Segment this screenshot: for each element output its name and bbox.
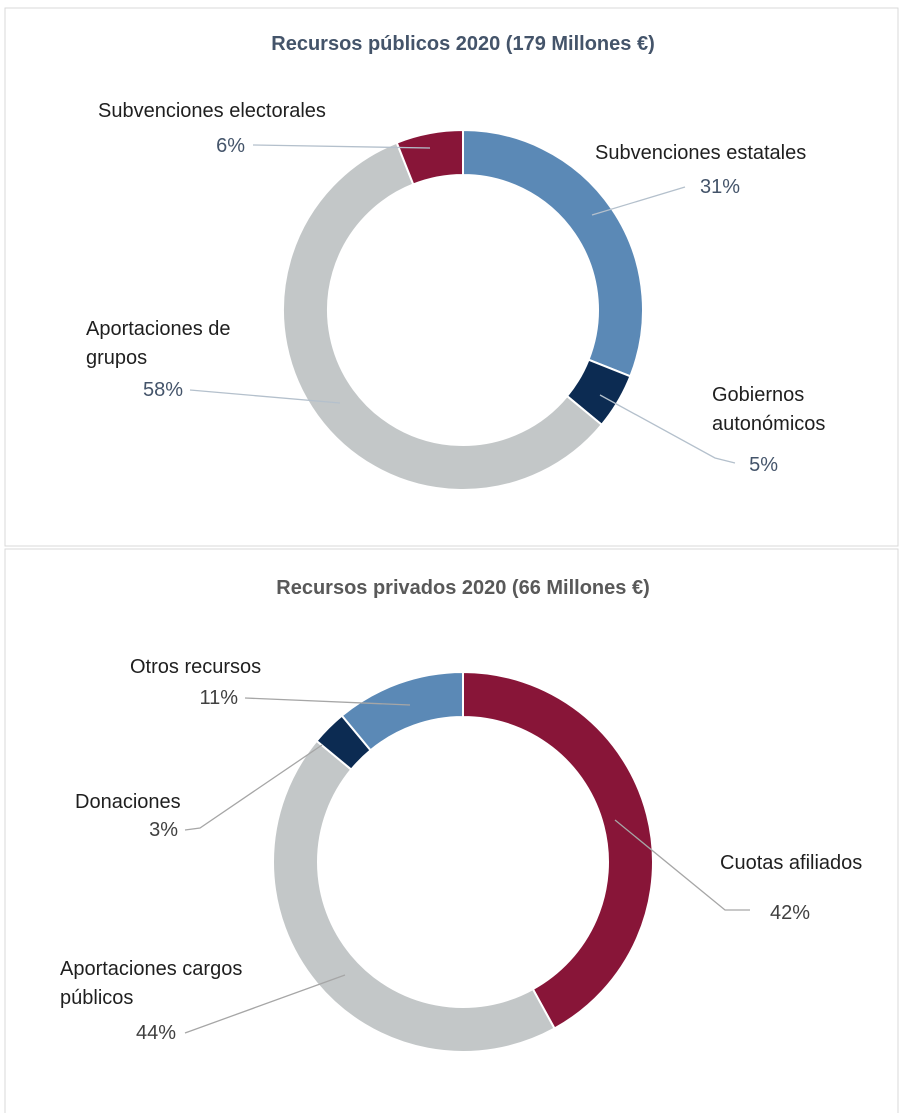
category-label: Aportaciones de grupos [86, 318, 231, 369]
donut-segment [395, 128, 464, 186]
value-label: 58% [142, 379, 183, 401]
value-label: 42% [769, 902, 810, 924]
category-label: Gobiernos autonómicos [712, 384, 826, 435]
leader-line [184, 744, 323, 831]
category-label: Otros recursos [130, 656, 262, 678]
value-label: 11% [199, 687, 238, 709]
value-label: 3% [149, 819, 178, 841]
category-label: Cuotas afiliados [720, 852, 863, 874]
leader-line [244, 697, 411, 706]
panel [4, 7, 899, 547]
category-label: Donaciones [75, 791, 181, 813]
leader-line [599, 394, 736, 464]
chart-title: Recursos públicos 2020 (179 Millones €) [271, 33, 655, 55]
chart-title: Recursos privados 2020 (66 Millones €) [276, 577, 650, 599]
leader-line [591, 186, 686, 216]
value-label: 31% [699, 176, 740, 198]
leader-line [614, 819, 750, 911]
category-label: Subvenciones electorales [98, 100, 326, 122]
leader-line [184, 974, 346, 1034]
donut-segment [462, 670, 654, 1030]
leader-line [189, 389, 341, 404]
donut-segment [340, 670, 464, 752]
donut-segment [282, 141, 604, 491]
donut-segment [272, 739, 556, 1053]
leader-line [252, 144, 431, 149]
value-label: 5% [749, 454, 778, 476]
panel [4, 548, 899, 1113]
category-label: Aportaciones cargos públicos [60, 958, 243, 1009]
category-label: Subvenciones estatales [595, 142, 807, 164]
value-label: 44% [135, 1022, 176, 1044]
value-label: 6% [216, 135, 245, 157]
